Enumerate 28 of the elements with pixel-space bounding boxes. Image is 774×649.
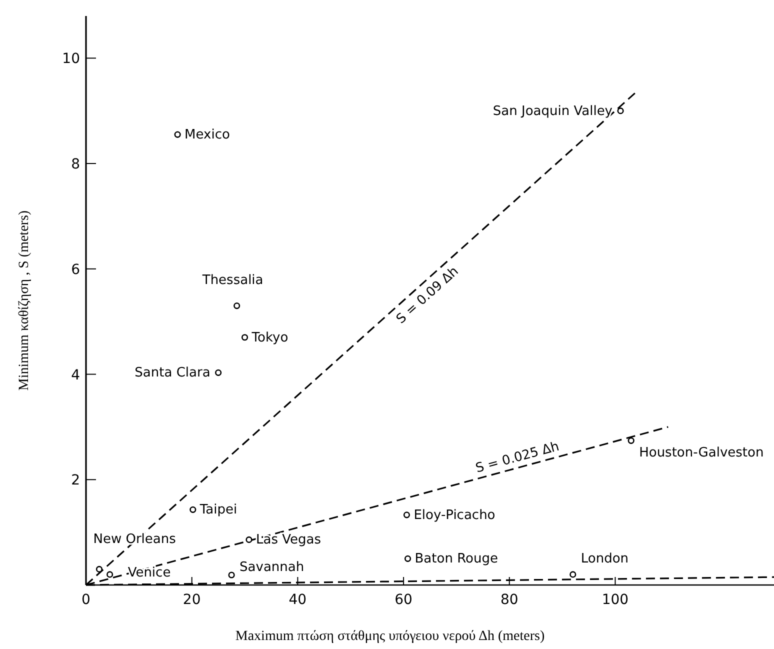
series-label: Eloy-Picacho bbox=[414, 508, 496, 523]
series-label: San Joaquin Valley bbox=[492, 104, 613, 119]
series-label: Houston-Galveston bbox=[639, 446, 764, 461]
y-tick-label: 6 bbox=[71, 262, 80, 278]
series-label: Las Vegas bbox=[256, 532, 322, 548]
x-axis-title: Maximum πτώση στάθμης υπόγειου νερού Δh (meters) bbox=[235, 629, 545, 644]
series-label: Taipei bbox=[198, 502, 238, 518]
x-tick-label: 80 bbox=[500, 592, 518, 608]
series-label: Savannah bbox=[240, 560, 304, 575]
series-label: Baton Rouge bbox=[414, 552, 498, 567]
series-label: Mexico bbox=[184, 128, 230, 143]
y-tick-label: 10 bbox=[62, 51, 80, 68]
annotation: S = 0.025 Δh bbox=[474, 439, 561, 476]
y-tick-label: 2 bbox=[71, 472, 80, 489]
x-tick-label: 60 bbox=[394, 592, 412, 608]
y-tick-label: 8 bbox=[71, 156, 80, 173]
series-label: Santa Clara bbox=[134, 366, 210, 381]
series-label: New Orleans bbox=[93, 532, 176, 548]
series-label: Thessalia bbox=[201, 272, 264, 288]
y-axis-title: Minimum καθίζηση , S (meters) bbox=[17, 210, 32, 391]
x-tick-label: 40 bbox=[288, 592, 307, 608]
series-label: Venice bbox=[128, 565, 171, 580]
series-label: London bbox=[580, 551, 629, 566]
x-tick-label: 100 bbox=[602, 592, 629, 608]
x-tick-label: 20 bbox=[182, 592, 201, 608]
x-tick-label: 0 bbox=[82, 592, 90, 608]
series-label: Tokyo bbox=[250, 330, 288, 346]
y-tick-label: 4 bbox=[71, 367, 80, 384]
